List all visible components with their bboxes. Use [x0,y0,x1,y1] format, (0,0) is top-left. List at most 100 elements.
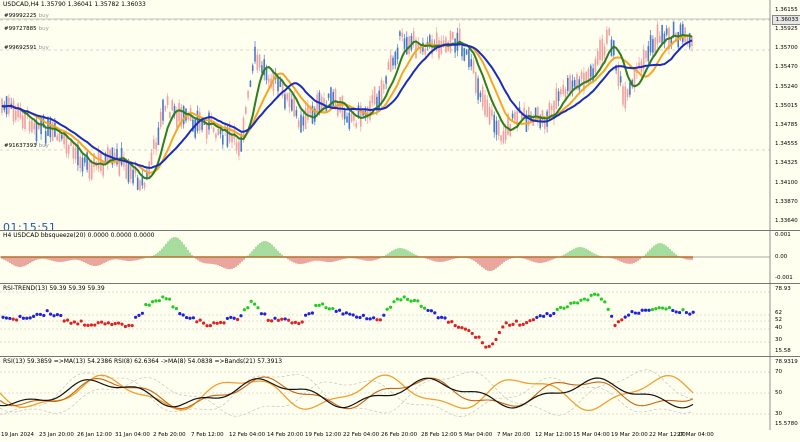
order-line[interactable]: #99992225 buy [4,13,49,19]
squeeze-dot [357,256,359,258]
rsi-trend-dot [259,312,263,316]
candle-body [65,136,68,154]
squeeze-dot [369,256,371,258]
squeeze-dot [641,256,643,258]
squeeze-dot [87,256,89,258]
price-tick: 1.36155 [775,7,798,13]
time-tick: 31 Jan 04:00 [115,432,150,438]
squeeze-dot [219,256,221,258]
indicator-tick: 52 [775,317,782,323]
squeeze-dot [119,256,121,258]
candle-body [392,57,394,66]
squeeze-dot [163,256,165,258]
squeeze-dot [131,256,133,258]
candle-body [599,40,601,60]
squeeze-dot [231,256,233,258]
rsi-trend-dot [270,319,274,323]
rsi-trend-dot [66,318,70,322]
panel-separator[interactable] [0,283,800,284]
candle-body [571,80,574,92]
order-line[interactable]: #91637393 buy [4,143,49,149]
candle-body [371,94,374,103]
candle-body [12,100,15,122]
squeeze-dot [197,256,199,258]
squeeze-dot [127,256,129,258]
squeeze-dot [305,256,307,258]
order-line[interactable]: #99727885 buy [4,26,49,32]
rsi-trend-dot [310,311,314,315]
rsi-trend-dot [436,316,440,320]
squeeze-dot [519,256,521,258]
candle-body [263,59,265,76]
candle-body [164,106,167,111]
candle-body [537,107,539,121]
candle-body [502,130,505,143]
candle-body [153,139,155,149]
rsi-trend-dot [582,297,587,301]
squeeze-dot [49,256,51,258]
candle-body [116,149,118,165]
squeeze-dot [675,256,677,258]
indicator-tick: 78.93 [775,286,791,292]
time-axis[interactable]: 19 Jan 2024 23 Jan 20:00 26 Jan 12:00 31 Ja… [0,430,800,442]
squeeze-dot [483,256,485,258]
candle-body [380,80,383,102]
panel-separator[interactable] [0,230,800,231]
squeeze-dot [631,256,633,258]
time-tick: 19 Feb 12:00 [305,432,342,438]
candle-body [419,46,422,54]
squeeze-dot [149,256,151,258]
candle-body [258,54,261,68]
rsi-trend-dot [15,318,19,322]
rsi-lines [0,369,694,417]
candle-body [587,69,590,84]
rsi-trend-dot [603,300,607,304]
rsi-trend-dot [331,306,335,311]
candle-body [633,67,636,88]
rsi-trend-dot [188,316,192,320]
rsi-trend-dot [290,321,294,325]
squeeze-dot [31,256,33,258]
rsi-trend-dot [225,316,229,321]
candle-body [70,140,72,146]
time-tick: 5 Mar 04:00 [459,432,493,438]
rsi-trend-dot [246,306,250,310]
squeeze-dot [527,256,529,258]
panel-separator[interactable] [0,356,800,357]
squeeze-dot [43,256,45,258]
squeeze-dot [139,256,141,258]
rsi-trend-dot [361,313,365,317]
rsi-trend-panel[interactable]: RSI-TREND(13) 59.39 59.39 59.39 78.93 62… [0,284,800,356]
candle-body [88,161,91,179]
squeeze-dot [655,256,657,258]
rsi-trend-dot [249,299,253,303]
rsi8-line [0,374,694,412]
squeeze-dot [89,256,91,258]
price-chart-panel[interactable]: USDCAD,H4 1.35790 1.36041 1.35782 1.3603… [0,0,800,230]
candle-body [603,46,606,56]
squeeze-dot [155,256,157,258]
candle-body [268,78,270,83]
candle-body [311,105,314,124]
rsi-trend-dot [385,307,389,311]
squeeze-dot [449,256,451,258]
candle-body [606,29,608,44]
squeeze-dot [105,256,107,258]
squeeze-dot [367,256,369,258]
bbsqueeze-panel[interactable]: H4 USDCAD bbsqueeze(20) 0.0000 0.0000 0.… [0,231,800,283]
squeeze-dot [455,256,457,258]
rsi-trend-dot [365,317,369,321]
squeeze-dot [9,256,11,258]
indicator-tick: 70 [775,369,782,375]
candle-body [288,92,291,108]
order-line[interactable]: #99692591 buy [4,45,49,51]
squeeze-dot [111,256,113,258]
rsi-panel[interactable]: RSI(13) 59.3859 =>MA(13) 54.2386 RSI(8) … [0,357,800,430]
rsi-trend-dot [100,320,104,324]
squeeze-dot [187,256,189,258]
squeeze-dot [547,256,549,258]
rsi-trend-dot [494,337,498,342]
squeeze-dot [121,256,123,258]
order-id: #99727885 [4,26,37,32]
squeeze-dot [517,256,519,258]
